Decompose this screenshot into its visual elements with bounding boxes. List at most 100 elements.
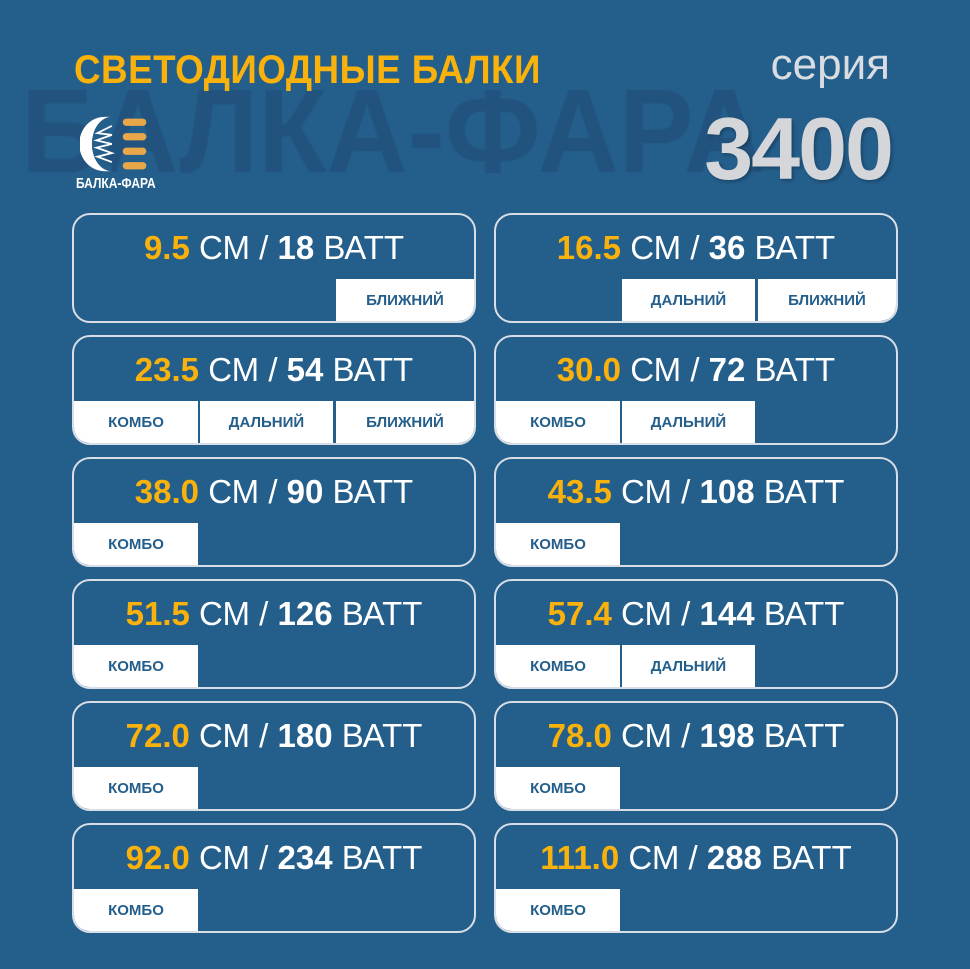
- tag-combo: КОМБО: [496, 889, 620, 931]
- power-unit: ВАТТ: [754, 229, 836, 266]
- product-card: 23.5 СМ / 54 ВАТТ КОМБО ДАЛЬНИЙ БЛИЖНИЙ: [72, 335, 476, 445]
- spec-line: 38.0 СМ / 90 ВАТТ: [74, 473, 474, 511]
- spec-line: 57.4 СМ / 144 ВАТТ: [496, 595, 896, 633]
- power-value: 234: [277, 839, 333, 876]
- length-value: 57.4: [547, 595, 612, 632]
- length-value: 51.5: [125, 595, 190, 632]
- spec-line: 9.5 СМ / 18 ВАТТ: [74, 229, 474, 267]
- separator: /: [681, 717, 691, 754]
- length-unit: СМ: [621, 473, 672, 510]
- power-unit: ВАТТ: [341, 595, 423, 632]
- series-number: 3400: [704, 99, 894, 198]
- length-value: 92.0: [125, 839, 190, 876]
- product-card: 51.5 СМ / 126 ВАТТ КОМБО: [72, 579, 476, 689]
- logo-text: БАЛКА-ФАРА: [76, 175, 156, 192]
- power-value: 54: [286, 351, 324, 388]
- length-unit: СМ: [621, 717, 672, 754]
- power-value: 108: [699, 473, 755, 510]
- length-unit: СМ: [630, 351, 682, 388]
- product-card: 38.0 СМ / 90 ВАТТ КОМБО: [72, 457, 476, 567]
- length-unit: СМ: [628, 839, 680, 876]
- separator: /: [268, 473, 278, 510]
- power-value: 180: [277, 717, 333, 754]
- separator: /: [268, 351, 278, 388]
- separator: /: [681, 473, 691, 510]
- power-value: 288: [706, 839, 762, 876]
- power-unit: ВАТТ: [341, 717, 423, 754]
- product-card: 92.0 СМ / 234 ВАТТ КОМБО: [72, 823, 476, 933]
- power-value: 18: [277, 229, 315, 266]
- spec-line: 30.0 СМ / 72 ВАТТ: [496, 351, 896, 389]
- separator: /: [690, 351, 700, 388]
- power-unit: ВАТТ: [754, 351, 836, 388]
- spec-line: 92.0 СМ / 234 ВАТТ: [74, 839, 474, 877]
- length-unit: СМ: [199, 717, 250, 754]
- length-unit: СМ: [199, 839, 250, 876]
- power-unit: ВАТТ: [332, 473, 414, 510]
- product-card: 111.0 СМ / 288 ВАТТ КОМБО: [494, 823, 898, 933]
- power-value: 126: [277, 595, 333, 632]
- product-card: 57.4 СМ / 144 ВАТТ КОМБО ДАЛЬНИЙ: [494, 579, 898, 689]
- power-unit: ВАТТ: [323, 229, 405, 266]
- separator: /: [259, 229, 269, 266]
- power-value: 198: [699, 717, 755, 754]
- length-value: 16.5: [556, 229, 622, 266]
- product-card: 78.0 СМ / 198 ВАТТ КОМБО: [494, 701, 898, 811]
- power-unit: ВАТТ: [763, 595, 845, 632]
- spec-line: 78.0 СМ / 198 ВАТТ: [496, 717, 896, 755]
- length-unit: СМ: [621, 595, 672, 632]
- page-title: СВЕТОДИОДНЫЕ БАЛКИ: [74, 48, 541, 92]
- product-card: 16.5 СМ / 36 ВАТТ ДАЛЬНИЙ БЛИЖНИЙ: [494, 213, 898, 323]
- tag-far: ДАЛЬНИЙ: [622, 279, 755, 321]
- separator: /: [681, 595, 691, 632]
- length-unit: СМ: [630, 229, 682, 266]
- power-unit: ВАТТ: [341, 839, 423, 876]
- tag-combo: КОМБО: [496, 767, 620, 809]
- tag-combo: КОМБО: [74, 523, 198, 565]
- length-value: 43.5: [547, 473, 612, 510]
- tag-combo: КОМБО: [496, 523, 620, 565]
- tag-combo: КОМБО: [496, 645, 620, 687]
- spec-line: 111.0 СМ / 288 ВАТТ: [496, 839, 896, 877]
- power-value: 72: [708, 351, 746, 388]
- power-value: 36: [708, 229, 746, 266]
- power-value: 144: [699, 595, 755, 632]
- tag-combo: КОМБО: [74, 401, 198, 443]
- length-value: 38.0: [134, 473, 200, 510]
- spec-line: 16.5 СМ / 36 ВАТТ: [496, 229, 896, 267]
- tag-near: БЛИЖНИЙ: [336, 401, 474, 443]
- length-unit: СМ: [208, 351, 260, 388]
- length-value: 111.0: [540, 839, 620, 876]
- length-value: 78.0: [547, 717, 612, 754]
- length-value: 72.0: [125, 717, 190, 754]
- separator: /: [259, 839, 269, 876]
- tag-near: БЛИЖНИЙ: [758, 279, 896, 321]
- power-unit: ВАТТ: [763, 473, 845, 510]
- tag-far: ДАЛЬНИЙ: [622, 401, 755, 443]
- tag-combo: КОМБО: [74, 645, 198, 687]
- spec-line: 23.5 СМ / 54 ВАТТ: [74, 351, 474, 389]
- length-unit: СМ: [199, 595, 250, 632]
- separator: /: [688, 839, 698, 876]
- tag-combo: КОМБО: [74, 889, 198, 931]
- power-unit: ВАТТ: [771, 839, 852, 876]
- tag-far: ДАЛЬНИЙ: [622, 645, 755, 687]
- tag-far: ДАЛЬНИЙ: [200, 401, 333, 443]
- spec-line: 72.0 СМ / 180 ВАТТ: [74, 717, 474, 755]
- tag-near: БЛИЖНИЙ: [336, 279, 474, 321]
- length-value: 23.5: [134, 351, 200, 388]
- separator: /: [259, 717, 269, 754]
- power-unit: ВАТТ: [332, 351, 414, 388]
- logo-icon: [80, 116, 147, 172]
- power-value: 90: [286, 473, 324, 510]
- tag-combo: КОМБО: [496, 401, 620, 443]
- length-unit: СМ: [199, 229, 250, 266]
- length-unit: СМ: [208, 473, 260, 510]
- length-value: 9.5: [143, 229, 190, 266]
- product-card: 43.5 СМ / 108 ВАТТ КОМБО: [494, 457, 898, 567]
- spec-line: 43.5 СМ / 108 ВАТТ: [496, 473, 896, 511]
- separator: /: [690, 229, 700, 266]
- tag-combo: КОМБО: [74, 767, 198, 809]
- product-card: 30.0 СМ / 72 ВАТТ КОМБО ДАЛЬНИЙ: [494, 335, 898, 445]
- product-card: 9.5 СМ / 18 ВАТТ БЛИЖНИЙ: [72, 213, 476, 323]
